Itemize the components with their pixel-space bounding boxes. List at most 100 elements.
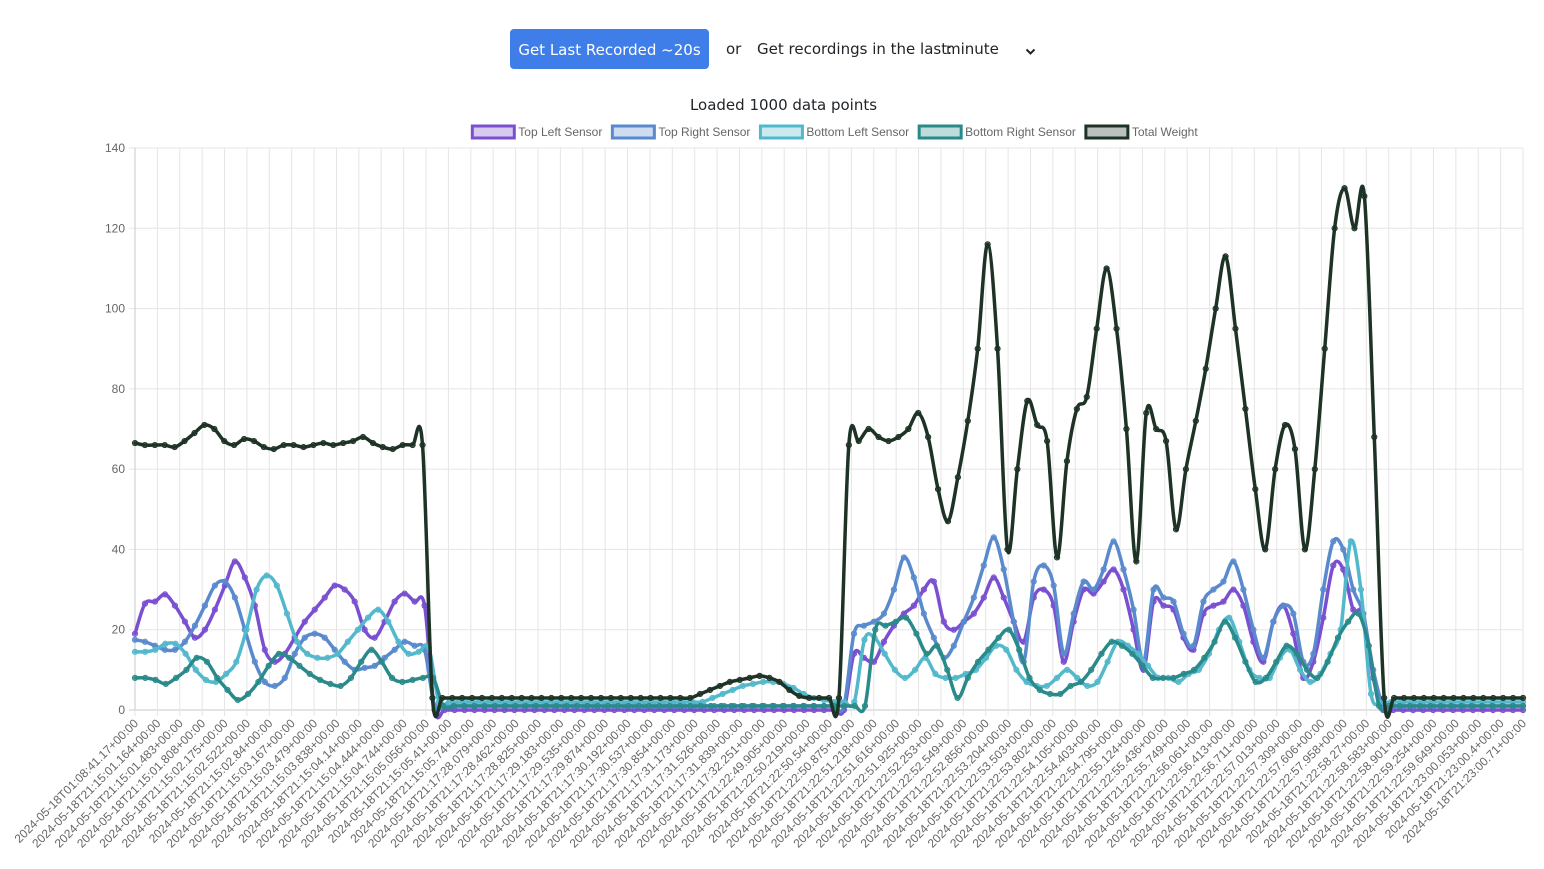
data-point xyxy=(800,702,807,710)
data-point xyxy=(1000,594,1007,601)
data-point xyxy=(1350,606,1357,613)
y-tick-label: 80 xyxy=(112,382,126,396)
data-point xyxy=(1350,586,1357,593)
data-point xyxy=(471,702,478,710)
data-point xyxy=(193,654,200,661)
y-tick-label: 40 xyxy=(112,542,126,556)
data-point xyxy=(263,572,270,579)
data-point xyxy=(855,437,862,445)
y-tick-label: 20 xyxy=(112,623,126,637)
data-point xyxy=(841,702,848,710)
data-point xyxy=(171,602,179,609)
data-point xyxy=(933,642,941,649)
data-point xyxy=(1460,694,1467,702)
chart-grid xyxy=(129,147,1524,716)
data-point xyxy=(275,650,283,657)
data-point xyxy=(401,638,408,645)
range-select[interactable]: minute xyxy=(944,34,1044,64)
data-point xyxy=(1351,225,1358,232)
data-point xyxy=(1262,546,1269,553)
data-point xyxy=(1118,642,1126,649)
data-point xyxy=(201,602,208,609)
range-select-value: minute xyxy=(946,40,999,58)
y-tick-label: 140 xyxy=(105,141,125,155)
data-point xyxy=(1143,409,1150,417)
data-point xyxy=(912,666,919,673)
data-point xyxy=(1120,566,1127,573)
data-point xyxy=(885,437,892,445)
data-point xyxy=(1100,578,1107,585)
data-point xyxy=(1341,185,1348,192)
data-point xyxy=(1226,614,1233,621)
series-line xyxy=(133,184,1525,719)
data-point xyxy=(657,694,664,702)
data-point xyxy=(1088,666,1095,673)
data-point xyxy=(905,425,912,433)
data-point xyxy=(1283,642,1290,649)
data-point xyxy=(1149,674,1156,681)
data-point xyxy=(1470,694,1477,702)
data-point xyxy=(880,638,888,645)
data-point xyxy=(522,702,529,710)
data-point xyxy=(419,674,426,681)
data-point xyxy=(980,594,987,601)
data-point xyxy=(1160,602,1167,609)
data-point xyxy=(806,694,813,702)
data-point xyxy=(378,658,385,665)
data-point xyxy=(399,678,406,686)
data-point xyxy=(901,674,909,681)
get-last-recorded-button[interactable]: Get Last Recorded ~20s xyxy=(510,29,709,69)
data-point xyxy=(1437,702,1444,710)
series-group xyxy=(131,184,1527,719)
data-point xyxy=(1150,586,1157,593)
data-point xyxy=(1110,566,1117,573)
chart-series xyxy=(131,184,1527,720)
data-point xyxy=(607,694,614,702)
data-point xyxy=(1221,618,1228,625)
data-point xyxy=(1468,702,1475,710)
data-point xyxy=(1090,586,1097,593)
data-point xyxy=(1070,610,1077,617)
data-point xyxy=(324,654,331,661)
data-point xyxy=(985,646,992,653)
data-point xyxy=(240,435,248,443)
data-point xyxy=(291,650,298,657)
data-point xyxy=(331,582,338,589)
data-point xyxy=(481,702,488,710)
data-point xyxy=(261,678,268,686)
data-point xyxy=(1490,694,1497,702)
data-point xyxy=(706,686,714,694)
data-point xyxy=(1084,682,1091,690)
data-point xyxy=(786,686,793,694)
data-point xyxy=(1113,325,1120,332)
data-point xyxy=(334,650,341,657)
data-point xyxy=(211,582,218,589)
data-point xyxy=(667,694,674,702)
data-point xyxy=(241,574,248,581)
data-point xyxy=(1110,538,1117,545)
data-point xyxy=(1250,626,1257,633)
data-point xyxy=(687,694,694,702)
data-point xyxy=(1310,650,1317,657)
range-label: Get recordings in the last: xyxy=(757,40,953,58)
data-point xyxy=(820,702,827,710)
data-point xyxy=(574,702,581,710)
data-point xyxy=(719,690,726,698)
data-point xyxy=(1211,638,1218,645)
data-point xyxy=(910,602,917,609)
data-point xyxy=(354,626,361,633)
data-point xyxy=(1077,678,1084,686)
data-point xyxy=(558,694,565,702)
data-point xyxy=(1162,437,1170,445)
data-point xyxy=(1509,702,1516,710)
y-tick-label: 100 xyxy=(105,302,125,316)
data-point xyxy=(1450,694,1457,702)
data-point xyxy=(421,602,428,609)
data-point xyxy=(865,425,872,433)
data-point xyxy=(347,674,355,681)
data-point xyxy=(528,694,535,702)
data-point xyxy=(1499,702,1506,710)
data-point xyxy=(449,694,456,702)
data-point xyxy=(895,433,902,441)
data-point xyxy=(587,694,595,702)
